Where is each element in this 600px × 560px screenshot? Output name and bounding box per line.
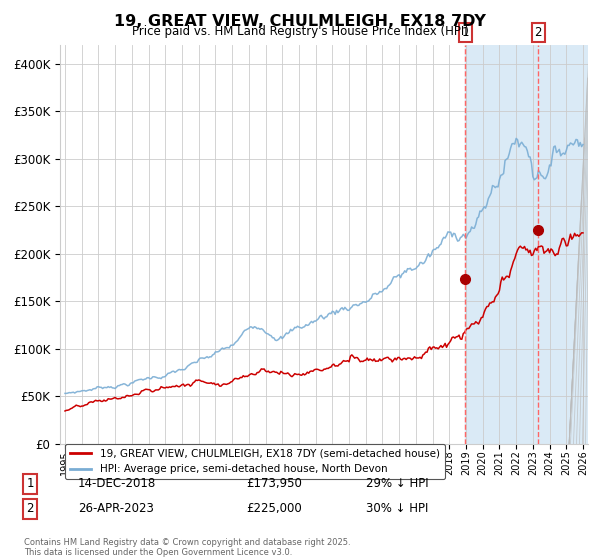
Bar (466, 45, 592, 444)
Text: £225,000: £225,000 (246, 502, 302, 515)
Text: 29% ↓ HPI: 29% ↓ HPI (366, 477, 428, 490)
Legend: 19, GREAT VIEW, CHULMLEIGH, EX18 7DY (semi-detached house), HPI: Average price, : 19, GREAT VIEW, CHULMLEIGH, EX18 7DY (se… (65, 444, 445, 479)
Text: 2: 2 (26, 502, 34, 515)
Text: 1: 1 (26, 477, 34, 490)
Text: Price paid vs. HM Land Registry's House Price Index (HPI): Price paid vs. HM Land Registry's House … (131, 25, 469, 38)
Text: 2: 2 (535, 26, 542, 39)
Text: 1: 1 (461, 26, 469, 39)
Text: £173,950: £173,950 (246, 477, 302, 490)
Text: 30% ↓ HPI: 30% ↓ HPI (366, 502, 428, 515)
Text: 14-DEC-2018: 14-DEC-2018 (78, 477, 156, 490)
Text: 26-APR-2023: 26-APR-2023 (78, 502, 154, 515)
Text: Contains HM Land Registry data © Crown copyright and database right 2025.
This d: Contains HM Land Registry data © Crown c… (24, 538, 350, 557)
Text: 19, GREAT VIEW, CHULMLEIGH, EX18 7DY: 19, GREAT VIEW, CHULMLEIGH, EX18 7DY (114, 14, 486, 29)
